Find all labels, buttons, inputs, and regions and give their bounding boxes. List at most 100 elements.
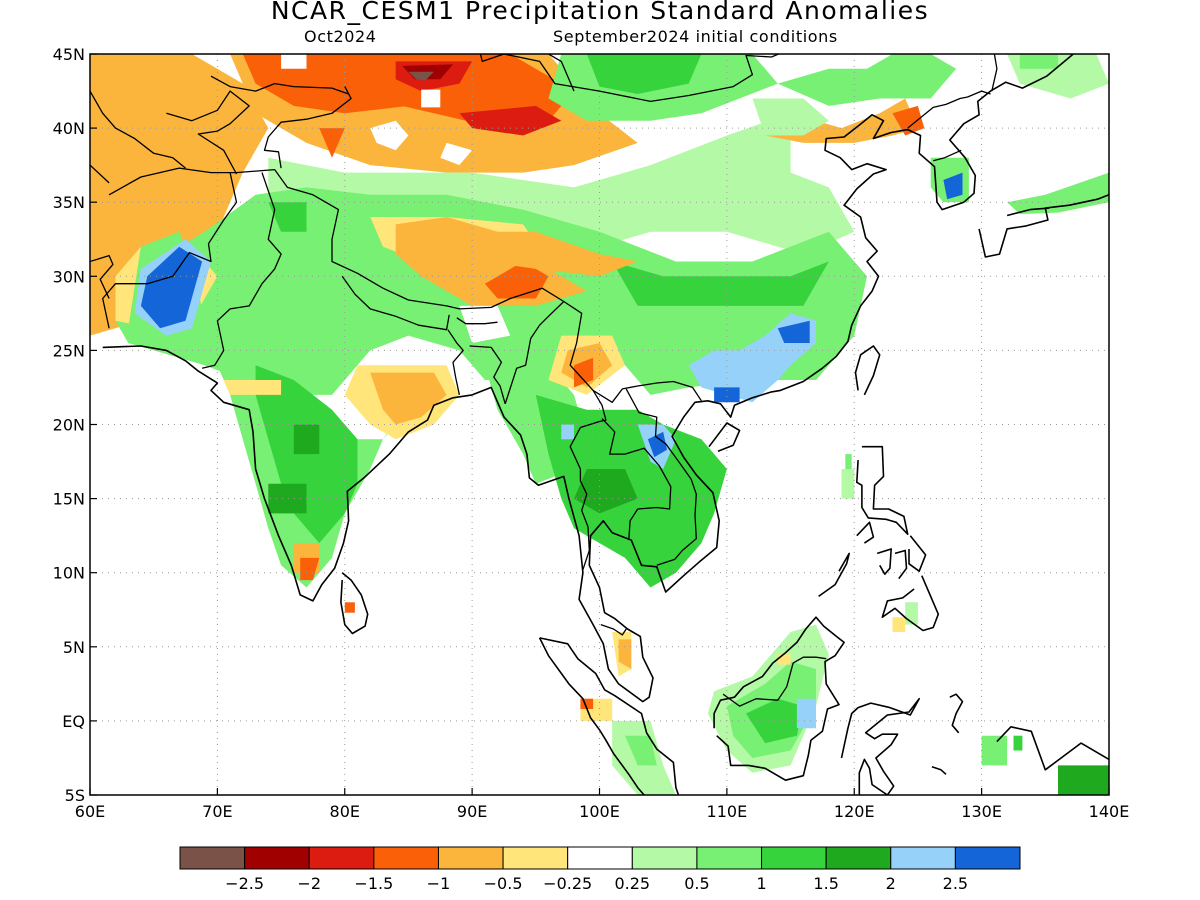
colorbar-label: −2.5 xyxy=(225,874,264,893)
country-border xyxy=(907,90,991,129)
x-tick-label: 130E xyxy=(961,802,1002,821)
coastline xyxy=(538,637,645,795)
coastline xyxy=(856,521,875,544)
anomaly-region xyxy=(300,557,320,581)
anomaly-region xyxy=(421,89,441,108)
y-tick-label: 15N xyxy=(53,490,85,509)
anomaly-region xyxy=(647,431,667,458)
anomaly-region xyxy=(1013,735,1023,751)
colorbar-label: 0.5 xyxy=(684,874,709,893)
country-border xyxy=(569,390,607,570)
anomaly-region xyxy=(1019,54,1058,69)
colorbar-swatch xyxy=(308,846,375,870)
colorbar-swatch xyxy=(244,846,310,870)
anomaly-region xyxy=(777,654,791,665)
y-tick-label: 30N xyxy=(53,267,85,286)
anomaly-region xyxy=(472,231,638,277)
x-tick-label: 140E xyxy=(1089,802,1130,821)
colorbar-label: 1.5 xyxy=(813,874,838,893)
coastline xyxy=(894,549,908,580)
colorbar-label: −0.25 xyxy=(543,874,592,893)
anomaly-region xyxy=(370,120,409,151)
coastline xyxy=(713,616,845,782)
anomaly-region xyxy=(841,469,855,499)
country-border xyxy=(469,345,506,404)
y-tick-label: EQ xyxy=(62,712,85,731)
anomaly-region xyxy=(459,305,511,343)
coastline xyxy=(855,445,909,536)
y-tick-label: 5N xyxy=(63,638,85,657)
anomaly-region xyxy=(618,639,632,669)
anomaly-region xyxy=(892,617,906,632)
coastline xyxy=(818,552,851,598)
x-tick-label: 110E xyxy=(707,802,748,821)
y-tick-label: 25N xyxy=(53,341,85,360)
anomaly-region xyxy=(293,424,320,455)
y-tick-label: 10N xyxy=(53,564,85,583)
colorbar-label: 2.5 xyxy=(943,874,968,893)
coastlines xyxy=(102,54,1109,795)
anomaly-region xyxy=(612,261,829,306)
coastline xyxy=(1006,207,1050,217)
initial-conditions-label: September2024 initial conditions xyxy=(553,27,838,46)
country-border xyxy=(447,329,464,396)
anomaly-region xyxy=(140,246,203,329)
colorbar-swatch xyxy=(696,846,763,870)
anomaly-region xyxy=(574,469,638,514)
coastline xyxy=(876,548,893,576)
anomaly-region xyxy=(796,698,816,729)
country-border xyxy=(341,275,450,331)
country-border xyxy=(201,172,282,369)
colorbar-swatch xyxy=(502,846,569,870)
anomaly-region xyxy=(268,483,307,514)
coastline xyxy=(931,766,947,775)
anomaly-region xyxy=(1058,765,1109,795)
country-borders xyxy=(90,54,998,707)
anomaly-shading xyxy=(90,54,1109,795)
anomaly-region xyxy=(223,380,282,395)
anomaly-region xyxy=(752,98,829,136)
anomaly-region xyxy=(281,54,307,69)
coastline xyxy=(539,637,680,795)
coastline xyxy=(881,575,940,632)
country-border xyxy=(933,149,962,162)
y-tick-label: 5S xyxy=(65,786,85,805)
country-border xyxy=(548,54,575,92)
x-tick-label: 90E xyxy=(457,802,487,821)
x-tick-label: 120E xyxy=(834,802,875,821)
country-border xyxy=(166,90,250,175)
colorbar-swatch xyxy=(825,846,892,870)
anomaly-region xyxy=(255,365,358,544)
country-border xyxy=(210,75,349,95)
y-tick-label: 35N xyxy=(53,193,85,212)
anomaly-region xyxy=(1007,172,1109,215)
x-tick-label: 70E xyxy=(202,802,232,821)
colorbar-label: 2 xyxy=(886,874,896,893)
anomaly-region xyxy=(440,142,473,166)
x-tick-label: 60E xyxy=(75,802,105,821)
anomaly-region xyxy=(344,602,355,613)
country-border xyxy=(625,388,697,566)
x-tick-label: 80E xyxy=(330,802,360,821)
anomaly-region xyxy=(561,424,574,440)
colorbar-swatch xyxy=(179,846,246,870)
country-border xyxy=(991,54,998,92)
colorbar-swatch xyxy=(954,846,1021,870)
colorbar-label: −2 xyxy=(297,874,321,893)
colorbar-label: 0.25 xyxy=(614,874,650,893)
anomaly-region xyxy=(981,735,1008,766)
anomaly-region xyxy=(905,602,918,625)
anomaly-region xyxy=(586,54,702,94)
coastline xyxy=(840,697,921,795)
anomaly-region xyxy=(777,320,810,343)
anomaly-region xyxy=(408,71,434,81)
coastline xyxy=(978,194,1109,258)
map-title: NCAR_CESM1 Precipitation Standard Anomal… xyxy=(270,0,930,25)
country-border xyxy=(263,86,352,169)
colorbar-label: −0.5 xyxy=(484,874,523,893)
anomaly-region xyxy=(484,261,549,299)
country-border xyxy=(90,90,186,169)
country-border xyxy=(90,254,114,299)
anomaly-region xyxy=(625,735,657,766)
